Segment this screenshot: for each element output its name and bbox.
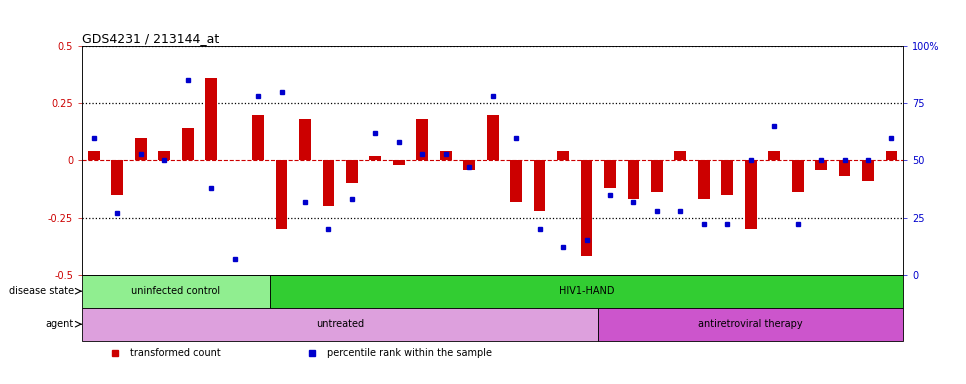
Bar — [674, 151, 686, 161]
Bar — [838, 161, 850, 176]
Bar — [651, 161, 663, 192]
Bar — [252, 115, 264, 161]
Bar — [510, 161, 522, 202]
Bar — [346, 161, 357, 183]
Text: transformed count: transformed count — [129, 348, 220, 358]
Bar — [863, 161, 874, 181]
Bar — [393, 161, 405, 165]
Bar — [487, 115, 498, 161]
Bar — [598, 308, 903, 341]
Text: untreated: untreated — [316, 319, 364, 329]
Bar — [792, 161, 804, 192]
Text: percentile rank within the sample: percentile rank within the sample — [327, 348, 492, 358]
Bar — [323, 161, 334, 206]
Bar — [557, 151, 569, 161]
Bar — [88, 151, 99, 161]
Bar — [275, 161, 288, 229]
Bar — [886, 151, 897, 161]
Text: HIV1-HAND: HIV1-HAND — [558, 286, 614, 296]
Bar — [270, 275, 903, 308]
Text: disease state: disease state — [9, 286, 74, 296]
Bar — [206, 78, 217, 161]
Bar — [299, 119, 311, 161]
Bar — [581, 161, 592, 257]
Bar — [111, 161, 124, 195]
Bar — [534, 161, 546, 211]
Bar — [82, 275, 270, 308]
Bar — [158, 151, 170, 161]
Text: uninfected control: uninfected control — [131, 286, 220, 296]
Bar — [698, 161, 710, 199]
Bar — [768, 151, 781, 161]
Bar — [369, 156, 382, 161]
Bar — [815, 161, 827, 169]
Bar — [745, 161, 756, 229]
Bar — [628, 161, 639, 199]
Bar — [722, 161, 733, 195]
Bar — [464, 161, 475, 169]
Bar — [135, 137, 147, 161]
Bar — [440, 151, 452, 161]
Text: agent: agent — [45, 319, 74, 329]
Text: antiretroviral therapy: antiretroviral therapy — [698, 319, 803, 329]
Text: GDS4231 / 213144_at: GDS4231 / 213144_at — [82, 32, 219, 45]
Bar — [416, 119, 428, 161]
Bar — [182, 128, 193, 161]
Bar — [604, 161, 616, 188]
Bar — [82, 308, 598, 341]
